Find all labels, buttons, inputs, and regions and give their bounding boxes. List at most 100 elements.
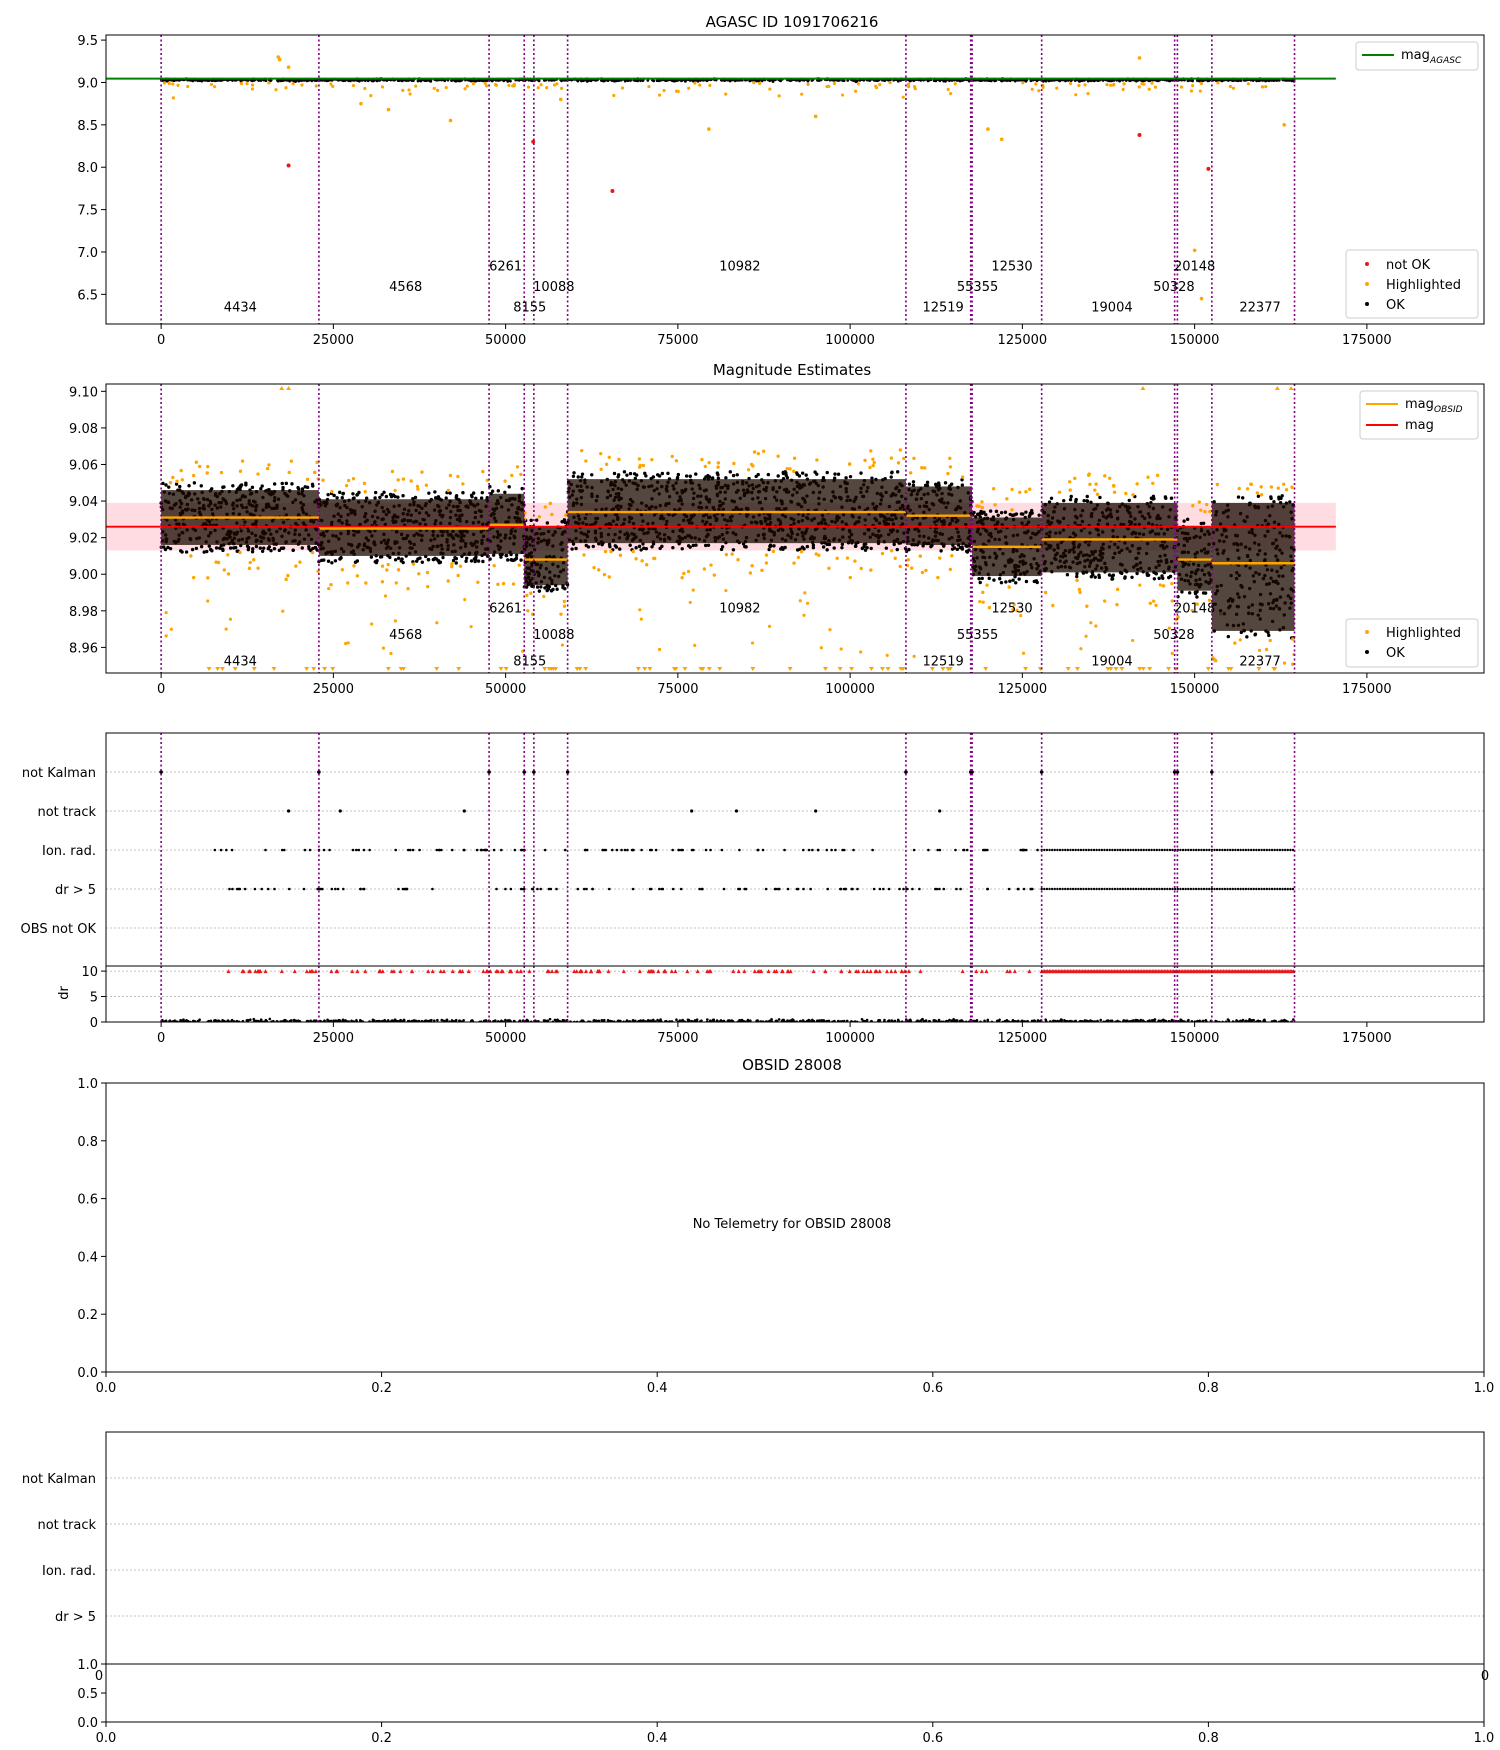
ok-point xyxy=(426,557,431,562)
ok-point xyxy=(514,553,519,558)
ok-point xyxy=(929,544,933,549)
highlighted-point xyxy=(906,85,911,89)
ok-point xyxy=(496,489,501,493)
ok-point xyxy=(499,555,503,559)
highlighted-point xyxy=(960,475,965,479)
ok-point xyxy=(166,545,170,550)
highlighted-point xyxy=(483,81,487,86)
highlighted-point xyxy=(700,457,704,462)
ok-point xyxy=(979,509,983,514)
ok-point xyxy=(1241,496,1245,500)
ok-point xyxy=(310,79,314,83)
highlighted-point xyxy=(749,462,754,467)
highlighted-point xyxy=(369,94,373,98)
highlighted-point xyxy=(670,454,674,459)
highlighted-point xyxy=(730,552,734,556)
x-tick-label: 150000 xyxy=(1170,333,1220,348)
agasc-legend-top: mag AGASC xyxy=(1355,41,1479,71)
ok-point xyxy=(800,471,805,475)
ok-point xyxy=(1161,576,1165,580)
ok-point xyxy=(748,79,752,83)
ok-point xyxy=(623,79,627,83)
highlighted-point xyxy=(815,458,819,462)
ok-point xyxy=(264,79,268,83)
highlighted-point xyxy=(456,474,460,479)
highlighted-point xyxy=(991,487,996,491)
highlighted-point xyxy=(709,563,713,567)
highlighted-point xyxy=(1077,587,1082,592)
highlighted-point xyxy=(179,468,183,473)
ok-point xyxy=(469,559,474,563)
highlighted-point xyxy=(1086,91,1090,96)
ok-point xyxy=(907,547,911,552)
highlighted-point xyxy=(291,82,295,86)
ok-point xyxy=(339,556,343,560)
highlighted-point xyxy=(986,127,990,131)
highlighted-point xyxy=(1034,82,1038,86)
ok-point xyxy=(1111,573,1116,577)
ok-point xyxy=(341,492,345,496)
highlighted-point xyxy=(525,593,529,598)
highlighted-point xyxy=(1246,82,1250,86)
highlighted-point xyxy=(409,479,413,483)
x-tick-label: 50000 xyxy=(485,333,526,348)
highlighted-point xyxy=(205,471,209,475)
highlighted-point xyxy=(1037,89,1041,93)
highlighted-point xyxy=(1007,585,1011,589)
highlighted-point xyxy=(559,612,563,616)
not-ok-point xyxy=(531,139,536,144)
highlighted-point xyxy=(414,84,418,88)
highlighted-point xyxy=(607,575,611,579)
highlighted-point xyxy=(832,81,837,86)
highlighted-point xyxy=(827,566,831,571)
highlighted-point xyxy=(363,490,367,494)
ok-point xyxy=(545,521,550,525)
ok-point xyxy=(307,544,311,549)
ok-point xyxy=(591,544,595,549)
ok-point xyxy=(980,576,984,581)
ok-point xyxy=(418,556,422,560)
ok-point xyxy=(1256,494,1261,499)
highlighted-point xyxy=(314,84,318,88)
ok-point xyxy=(694,472,698,476)
ok-point xyxy=(769,544,773,548)
ok-point xyxy=(632,472,637,476)
ok-point xyxy=(342,79,345,83)
highlighted-point xyxy=(206,576,210,580)
highlighted-point xyxy=(724,552,729,557)
highlighted-point xyxy=(463,87,467,91)
highlighted-point xyxy=(503,479,507,483)
ok-point xyxy=(560,520,564,524)
ok-point xyxy=(1003,510,1008,514)
highlighted-point xyxy=(407,88,411,92)
ok-point xyxy=(378,555,383,559)
ok-point xyxy=(1272,500,1276,504)
highlighted-point xyxy=(640,559,644,563)
highlighted-point xyxy=(946,471,950,476)
highlighted-point xyxy=(171,96,176,100)
ok-point xyxy=(1021,512,1025,516)
ok-point xyxy=(960,483,965,487)
ok-point xyxy=(178,484,182,489)
ok-point xyxy=(1065,573,1070,577)
magnitude-panel-title: Magnitude Estimates xyxy=(713,361,871,379)
ok-point xyxy=(680,547,684,551)
ok-point xyxy=(688,474,692,478)
highlighted-point xyxy=(363,86,367,91)
highlighted-point xyxy=(813,114,818,119)
ok-point xyxy=(1236,495,1241,499)
ok-point xyxy=(161,481,165,486)
highlighted-point xyxy=(703,464,708,469)
highlighted-points xyxy=(162,55,1286,301)
ok-point xyxy=(471,491,476,495)
ok-point xyxy=(691,543,696,548)
highlighted-point xyxy=(1137,85,1141,89)
highlighted-point xyxy=(1131,493,1135,497)
highlighted-point xyxy=(420,470,424,474)
ok-point xyxy=(1093,575,1097,579)
highlighted-point xyxy=(461,482,465,486)
ok-point xyxy=(451,558,456,563)
highlighted-point xyxy=(167,81,171,86)
highlighted-point xyxy=(641,463,646,468)
ok-point xyxy=(258,546,263,550)
